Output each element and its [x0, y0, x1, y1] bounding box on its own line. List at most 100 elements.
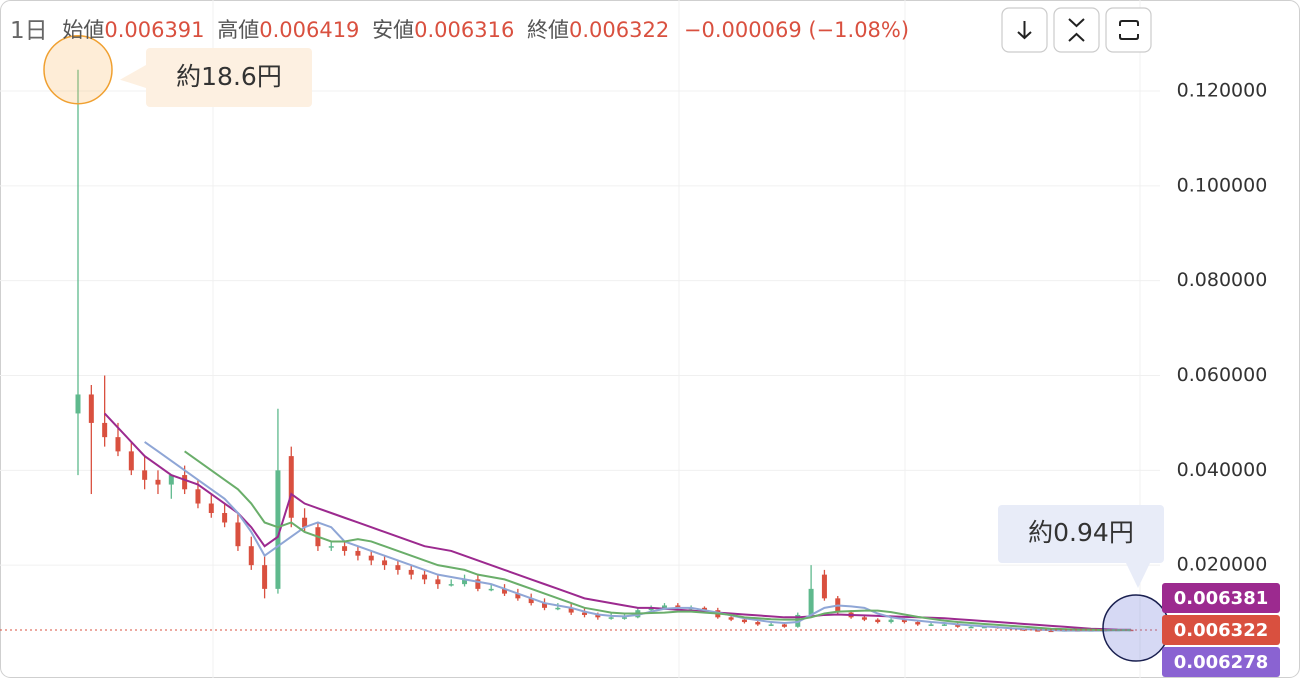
candle-body [515, 593, 521, 599]
ma-line [144, 441, 1132, 632]
price-label: 0.006278 [1174, 652, 1269, 673]
ohlc-label: 始値 [62, 18, 104, 42]
price-label-bg [1162, 583, 1280, 614]
fullscreen-button[interactable] [1105, 7, 1152, 53]
candle-body [528, 598, 534, 604]
ohlc-value: 0.006391 [104, 18, 204, 42]
candle-body [462, 579, 468, 585]
ohlc-value: 0.006419 [259, 18, 359, 42]
candle-body [275, 470, 281, 589]
candle-body [968, 626, 974, 629]
candle-body [435, 579, 441, 585]
candle-body [928, 624, 934, 626]
collapse-button[interactable] [1053, 7, 1100, 53]
candle-body [88, 394, 94, 423]
candle-body [661, 605, 667, 608]
highlight-circle [43, 34, 113, 105]
price-label: 0.006381 [1174, 588, 1269, 609]
y-tick-label: 0.100000 [1177, 174, 1268, 196]
candle-body [875, 619, 881, 623]
candle-body [728, 617, 734, 620]
change: −0.000069 (−1.08%) [684, 18, 909, 42]
candle-body [488, 588, 494, 591]
candle-body [755, 622, 761, 625]
candle-body [781, 624, 787, 627]
toolbar [1001, 7, 1152, 53]
candle-body [595, 614, 601, 618]
candle-body [888, 619, 894, 623]
ohlc-label: 安値 [372, 18, 414, 42]
candle-body [195, 489, 201, 504]
highlight-circle [1102, 594, 1170, 662]
candle-body [981, 626, 987, 629]
candle-body [422, 574, 428, 580]
candle-body [395, 565, 401, 570]
price-label-bg [1162, 615, 1280, 646]
candle-body [102, 422, 108, 438]
candle-body [288, 456, 294, 518]
y-tick-label: 0.020000 [1177, 554, 1268, 576]
candle-body [808, 588, 814, 615]
candle-body [955, 624, 961, 627]
interval: 1日 [10, 18, 48, 44]
candle-body [168, 475, 174, 485]
candle-body [248, 546, 254, 566]
y-tick-label: 0.120000 [1177, 80, 1268, 102]
candle-body [222, 513, 228, 523]
candle-body [262, 565, 268, 589]
plot [0, 69, 1160, 633]
candle-body [342, 546, 348, 551]
ohlc-value: 0.006316 [414, 18, 514, 42]
candle-body [621, 617, 627, 619]
ma-line [103, 412, 1132, 631]
candle-body [382, 560, 388, 566]
candle-body [861, 617, 867, 620]
candle-body [915, 622, 921, 625]
candle-body [741, 619, 747, 623]
candle-body [502, 588, 508, 594]
candle-body [821, 574, 827, 599]
candle-body [155, 479, 161, 485]
ohlc-value: 0.006322 [569, 18, 669, 42]
callout-box [146, 48, 312, 107]
candle-body [302, 517, 308, 528]
candle-body [75, 394, 81, 414]
price-label: 0.006322 [1174, 620, 1269, 641]
candle-body [768, 624, 774, 626]
callout-pointer [1126, 563, 1150, 588]
candle-body [701, 607, 707, 611]
candle-body [648, 607, 654, 611]
candle-body [448, 584, 454, 586]
candle-body [675, 605, 681, 608]
candle-body [115, 437, 121, 452]
y-tick-label: 0.040000 [1177, 459, 1268, 481]
scroll-button[interactable] [1001, 7, 1048, 53]
callout-box [998, 505, 1164, 563]
candle-body [608, 617, 614, 619]
candle-body [941, 624, 947, 626]
ohlc-label: 終値 [527, 18, 569, 42]
candle-body [475, 579, 481, 589]
candle-body [542, 603, 548, 608]
candle-body [182, 475, 188, 490]
callout-pointer [120, 65, 146, 88]
candle-body [901, 619, 907, 623]
candle-body [355, 550, 361, 556]
candle-body [555, 607, 561, 610]
header: 1日 始値0.006391 高値0.006419 安値0.006316 終値0.… [10, 18, 909, 44]
candle-body [208, 503, 214, 514]
candle-body [235, 522, 241, 547]
candle-body [142, 470, 148, 480]
candle-body [1035, 630, 1041, 632]
candle-body [328, 546, 334, 548]
y-tick-label: 0.060000 [1177, 364, 1268, 386]
ma-line [184, 450, 1131, 632]
candle-body [368, 555, 374, 561]
candle-body [582, 612, 588, 615]
price-label-bg [1162, 647, 1280, 678]
ohlc-label: 高値 [217, 18, 259, 42]
callout-text: 約0.94円 [1028, 518, 1134, 547]
candle-body [128, 451, 134, 471]
